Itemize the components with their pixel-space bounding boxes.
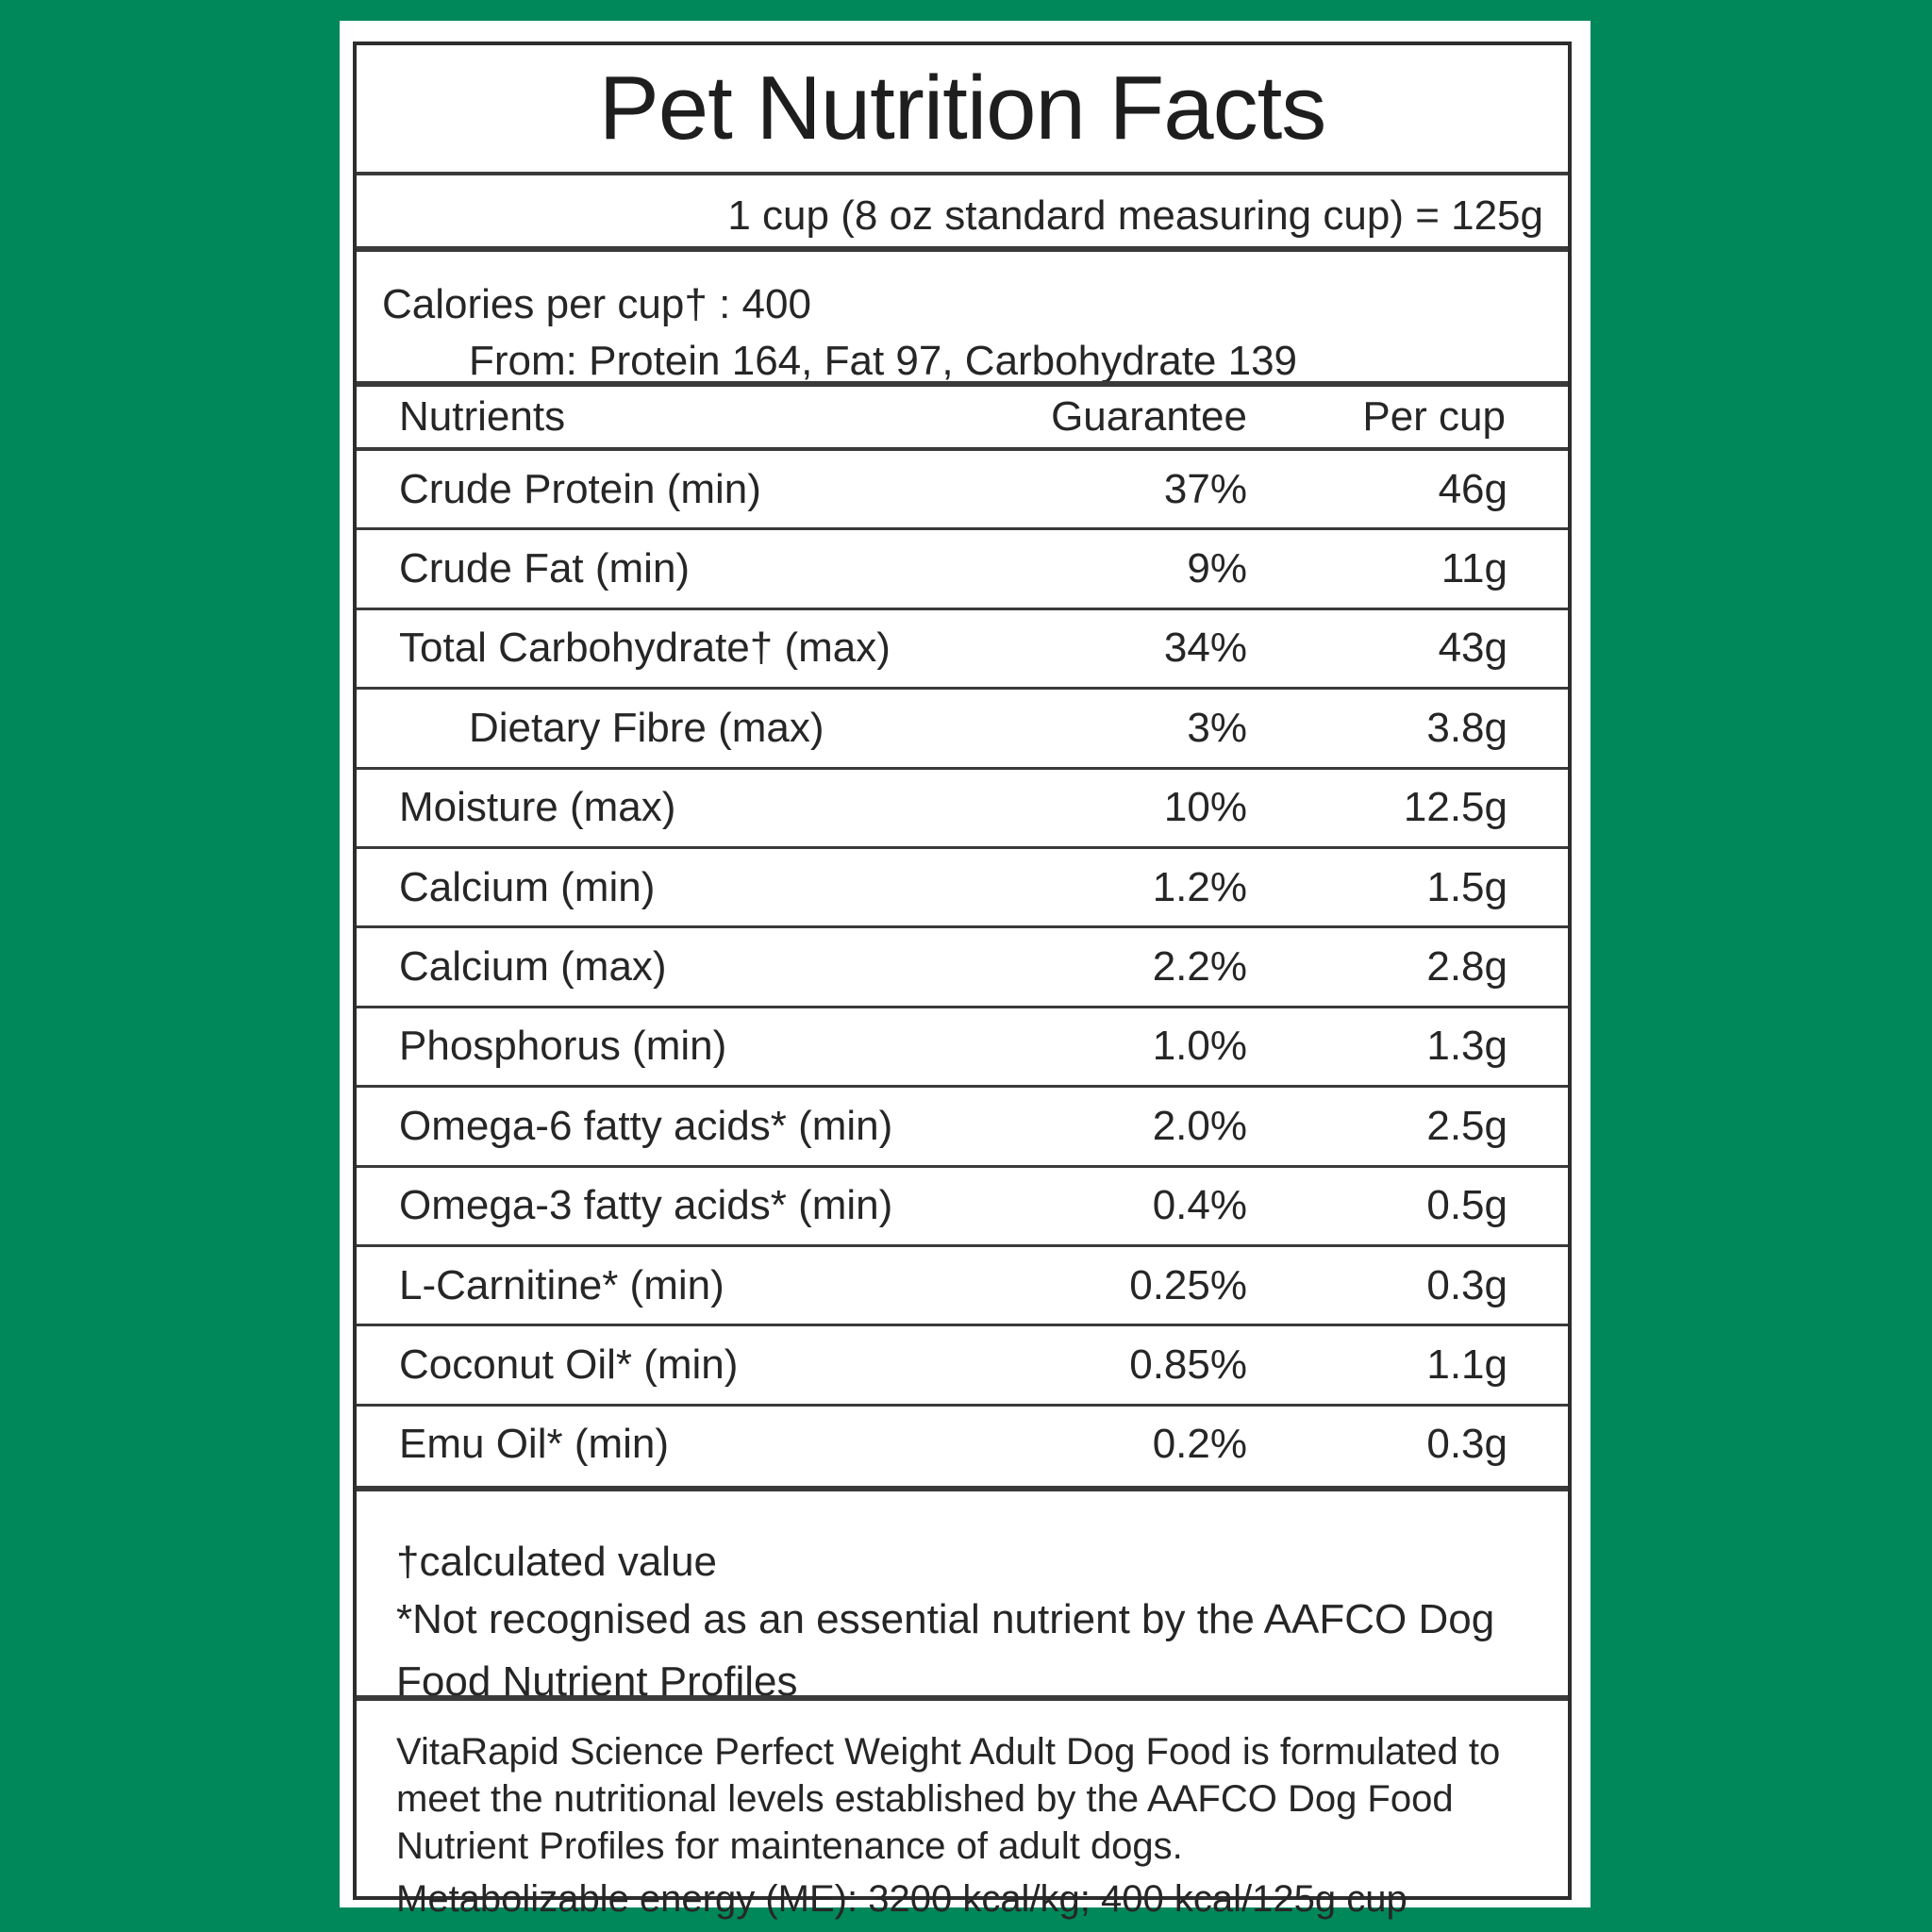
divider xyxy=(357,1486,1568,1491)
per-cup-value: 12.5g xyxy=(1403,784,1507,831)
row-divider xyxy=(357,846,1568,849)
row-divider xyxy=(357,1164,1568,1168)
guarantee-value: 0.2% xyxy=(1152,1421,1247,1468)
nutrition-facts-panel: Pet Nutrition Facts 1 cup (8 oz standard… xyxy=(353,42,1572,1920)
row-divider xyxy=(357,1403,1568,1407)
serving-size: 1 cup (8 oz standard measuring cup) = 12… xyxy=(727,192,1543,239)
table-row: Moisture (max) 10% 12.5g xyxy=(357,770,1568,846)
row-divider xyxy=(357,1324,1568,1327)
row-divider xyxy=(357,687,1568,691)
per-cup-value: 43g xyxy=(1438,625,1507,672)
table-row: Emu Oil* (min) 0.2% 0.3g xyxy=(357,1407,1568,1483)
row-divider xyxy=(357,766,1568,770)
nutrient-name: Omega-3 fatty acids* (min) xyxy=(399,1182,893,1229)
per-cup-value: 2.5g xyxy=(1426,1102,1507,1149)
nutrient-name: Calcium (min) xyxy=(399,863,656,910)
per-cup-value: 1.1g xyxy=(1426,1341,1507,1389)
nutrient-name: Crude Fat (min) xyxy=(399,545,691,592)
nutrient-name: Omega-6 fatty acids* (min) xyxy=(399,1102,893,1149)
page-title: Pet Nutrition Facts xyxy=(598,58,1327,158)
per-cup-value: 0.3g xyxy=(1426,1421,1507,1468)
table-row: Phosphorus (min) 1.0% 1.3g xyxy=(357,1008,1568,1085)
divider xyxy=(357,172,1568,175)
nutrient-name: Calcium (max) xyxy=(399,943,667,991)
per-cup-value: 0.3g xyxy=(1426,1261,1507,1308)
footnote-calculated: †calculated value xyxy=(396,1539,718,1585)
divider xyxy=(357,1695,1568,1701)
per-cup-value: 1.3g xyxy=(1426,1023,1507,1070)
nutrition-card: Pet Nutrition Facts 1 cup (8 oz standard… xyxy=(340,21,1591,1920)
per-cup-value: 0.5g xyxy=(1426,1182,1507,1229)
calories-breakdown: From: Protein 164, Fat 97, Carbohydrate … xyxy=(469,338,1298,384)
table-row: Total Carbohydrate† (max) 34% 43g xyxy=(357,610,1568,687)
guarantee-value: 9% xyxy=(1187,545,1247,592)
guarantee-value: 34% xyxy=(1163,625,1247,672)
row-divider xyxy=(357,607,1568,610)
row-divider xyxy=(357,1244,1568,1247)
guarantee-value: 2.2% xyxy=(1152,943,1247,991)
guarantee-value: 10% xyxy=(1163,784,1247,831)
per-cup-value: 11g xyxy=(1441,545,1507,592)
divider xyxy=(357,447,1568,451)
row-divider xyxy=(357,1005,1568,1008)
nutrient-name: L-Carnitine* (min) xyxy=(399,1261,724,1308)
nutrient-name: Phosphorus (min) xyxy=(399,1023,727,1070)
guarantee-value: 0.4% xyxy=(1152,1182,1247,1229)
guarantee-value: 2.0% xyxy=(1152,1102,1247,1149)
guarantee-value: 3% xyxy=(1187,704,1247,751)
per-cup-value: 3.8g xyxy=(1426,704,1507,751)
header-guarantee: Guarantee xyxy=(1051,393,1247,440)
table-row: Calcium (min) 1.2% 1.5g xyxy=(357,849,1568,925)
table-row: Omega-3 fatty acids* (min) 0.4% 0.5g xyxy=(357,1168,1568,1244)
guarantee-value: 1.2% xyxy=(1152,863,1247,910)
aafco-statement: VitaRapid Science Perfect Weight Adult D… xyxy=(396,1731,1501,1867)
per-cup-value: 46g xyxy=(1438,465,1507,512)
table-row: L-Carnitine* (min) 0.25% 0.3g xyxy=(357,1247,1568,1324)
nutrient-name: Crude Protein (min) xyxy=(399,465,761,512)
guarantee-value: 37% xyxy=(1163,465,1247,512)
header-nutrients: Nutrients xyxy=(399,393,566,440)
table-row: Crude Fat (min) 9% 11g xyxy=(357,530,1568,607)
nutrient-name: Moisture (max) xyxy=(399,784,676,831)
divider xyxy=(357,381,1568,387)
metabolizable-energy: Metabolizable energy (ME): 3200 kcal/kg;… xyxy=(396,1878,1407,1920)
per-cup-value: 2.8g xyxy=(1426,943,1507,991)
guarantee-value: 1.0% xyxy=(1152,1023,1247,1070)
table-header: Nutrients Guarantee Per cup xyxy=(357,387,1568,447)
nutrient-name: Total Carbohydrate† (max) xyxy=(399,625,891,672)
guarantee-value: 0.85% xyxy=(1129,1341,1247,1389)
nutrient-name: Emu Oil* (min) xyxy=(399,1421,670,1468)
row-divider xyxy=(357,527,1568,531)
divider xyxy=(357,246,1568,252)
guarantee-value: 0.25% xyxy=(1129,1261,1247,1308)
table-row: Crude Protein (min) 37% 46g xyxy=(357,451,1568,527)
row-divider xyxy=(357,925,1568,929)
calories-per-cup: Calories per cup† : 400 xyxy=(382,281,811,327)
table-row: Dietary Fibre (max) 3% 3.8g xyxy=(357,690,1568,766)
table-row: Omega-6 fatty acids* (min) 2.0% 2.5g xyxy=(357,1088,1568,1164)
per-cup-value: 1.5g xyxy=(1426,863,1507,910)
row-divider xyxy=(357,1085,1568,1089)
header-per-cup: Per cup xyxy=(1362,393,1506,440)
nutrient-name: Coconut Oil* (min) xyxy=(399,1341,739,1389)
table-row: Calcium (max) 2.2% 2.8g xyxy=(357,928,1568,1005)
table-row: Coconut Oil* (min) 0.85% 1.1g xyxy=(357,1326,1568,1403)
nutrient-name: Dietary Fibre (max) xyxy=(469,704,824,751)
